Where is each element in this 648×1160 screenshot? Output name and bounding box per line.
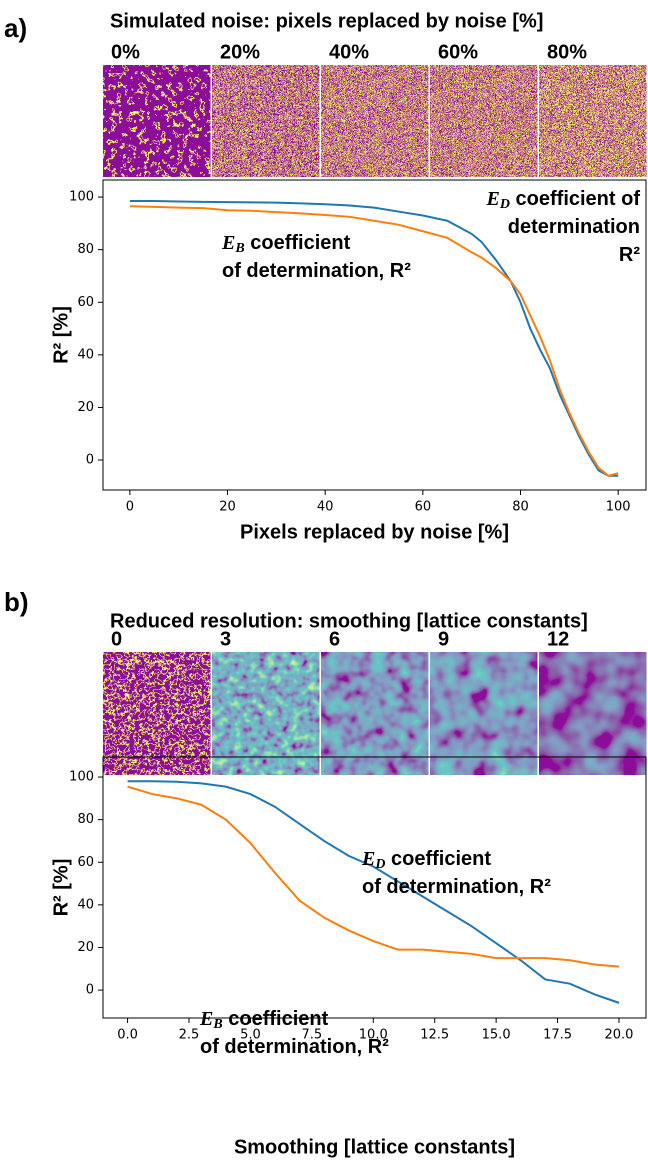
strip-image <box>212 65 320 177</box>
annotation-text: coefficient <box>385 848 491 870</box>
annotation-text: of determination, R² <box>200 1036 389 1058</box>
strip-label: 20% <box>220 41 260 63</box>
annotation: of determination, R² <box>222 260 411 282</box>
annotation-subscript: D <box>499 197 510 212</box>
x-tick-label: 12.5 <box>420 1028 449 1043</box>
annotation: ED coefficient of <box>486 188 641 213</box>
panel-label: a) <box>4 13 27 43</box>
strip-label: 3 <box>220 628 231 650</box>
strip-label: 9 <box>438 628 449 650</box>
x-tick-label: 20 <box>219 500 236 515</box>
y-tick-label: 100 <box>69 770 94 785</box>
annotation: of determination, R² <box>362 876 551 898</box>
strip-image <box>103 65 211 177</box>
x-axis-label: Pixels replaced by noise [%] <box>240 521 509 543</box>
annotation-text: of determination, R² <box>362 876 551 898</box>
annotation: R² <box>619 244 640 266</box>
strip-label: 60% <box>438 41 478 63</box>
series-line <box>130 201 618 476</box>
y-tick-label: 80 <box>77 242 94 257</box>
annotation-subscript: B <box>234 241 244 256</box>
y-tick-label: 80 <box>77 812 94 827</box>
annotation: determination <box>508 216 640 238</box>
x-tick-label: 20.0 <box>604 1028 633 1043</box>
annotation: ED coefficient <box>361 848 491 873</box>
annotation-text: coefficient of <box>510 188 640 210</box>
x-tick-label: 80 <box>512 500 529 515</box>
y-tick-label: 0 <box>86 453 94 468</box>
series-line <box>130 206 618 476</box>
annotation-text: coefficient <box>245 232 351 254</box>
strip-label: 6 <box>329 628 340 650</box>
y-tick-label: 40 <box>77 897 94 912</box>
x-tick-label: 0 <box>126 500 134 515</box>
strip-label: 80% <box>547 41 587 63</box>
x-tick-label: 100 <box>606 500 631 515</box>
strip-image <box>430 65 538 177</box>
y-tick-label: 100 <box>69 190 94 205</box>
x-tick-label: 2.5 <box>179 1028 200 1043</box>
annotation-subscript: D <box>374 857 385 872</box>
x-tick-label: 15.0 <box>482 1028 511 1043</box>
annotation-text: R² <box>619 244 640 266</box>
annotation-text: of determination, R² <box>222 260 411 282</box>
annotation: of determination, R² <box>200 1036 389 1058</box>
annotation: EB coefficient <box>199 1008 329 1033</box>
strip-image <box>539 65 647 177</box>
y-axis-label: R² [%] <box>50 859 72 917</box>
annotation-text: determination <box>508 216 640 238</box>
panel-label: b) <box>4 587 29 617</box>
annotation-symbol: E <box>221 232 235 254</box>
strip-label: 0% <box>111 41 140 63</box>
strip-label: 0 <box>111 628 122 650</box>
y-tick-label: 0 <box>86 983 94 998</box>
annotation-symbol: E <box>361 848 375 870</box>
y-tick-label: 60 <box>77 295 94 310</box>
y-tick-label: 40 <box>77 347 94 362</box>
x-tick-label: 60 <box>415 500 432 515</box>
x-tick-label: 40 <box>317 500 334 515</box>
y-tick-label: 20 <box>77 400 94 415</box>
strip-title: Simulated noise: pixels replaced by nois… <box>110 10 543 32</box>
annotation-text: coefficient <box>223 1008 329 1030</box>
x-tick-label: 0.0 <box>117 1028 138 1043</box>
annotation: EB coefficient <box>221 232 351 257</box>
annotation-symbol: E <box>486 188 500 210</box>
annotation-symbol: E <box>199 1008 213 1030</box>
strip-label: 40% <box>329 41 369 63</box>
annotation-subscript: B <box>212 1017 222 1032</box>
x-tick-label: 17.5 <box>543 1028 572 1043</box>
x-axis-label: Smoothing [lattice constants] <box>234 1136 515 1158</box>
strip-image <box>321 65 429 177</box>
y-tick-label: 60 <box>77 855 94 870</box>
y-axis-label: R² [%] <box>50 306 72 364</box>
strip-label: 12 <box>547 628 569 650</box>
y-tick-label: 20 <box>77 940 94 955</box>
strip-title: Reduced resolution: smoothing [lattice c… <box>110 610 588 632</box>
figure: a) Simulated noise: pixels replaced by no… <box>0 0 648 1160</box>
